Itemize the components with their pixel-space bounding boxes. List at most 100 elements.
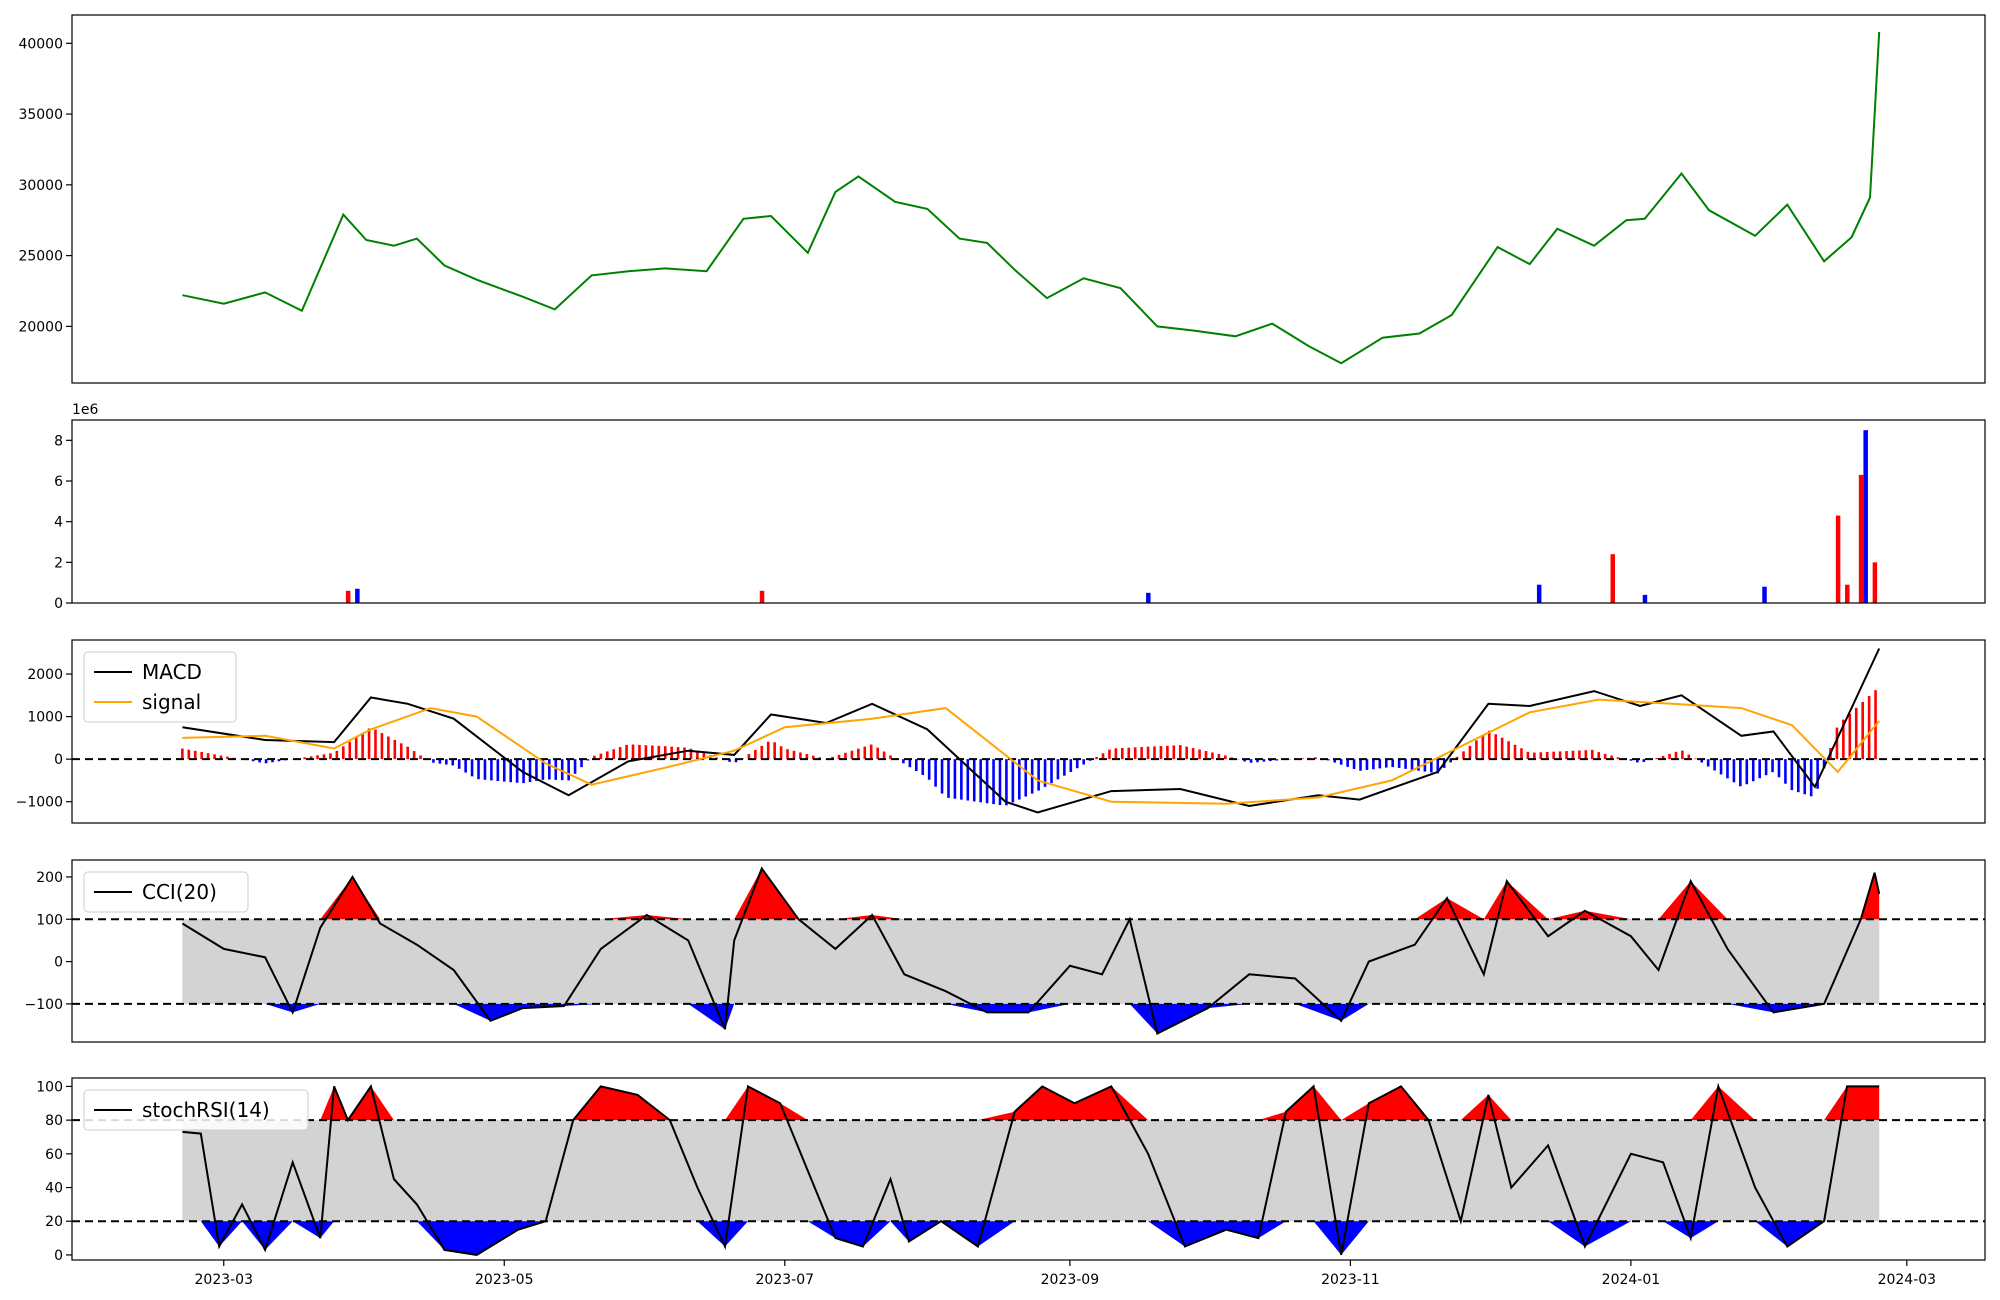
macd-histogram-bar [1224, 755, 1227, 760]
macd-histogram-bar [599, 753, 603, 760]
macd-histogram-bar [1204, 750, 1208, 760]
cci-ytick-label: 100 [36, 912, 63, 928]
macd-histogram-bar [367, 728, 371, 760]
macd-histogram-bar [560, 759, 564, 781]
macd-histogram-bar [1513, 744, 1517, 760]
stochrsi-axes-frame [71, 1077, 1986, 1261]
macd-histogram-bar [792, 750, 796, 760]
macd-histogram-bar [335, 750, 339, 760]
macd-histogram-bar [1533, 752, 1536, 760]
macd-histogram-bar [786, 749, 789, 760]
macd-histogram-bar [1693, 758, 1697, 760]
macd-histogram-bar [1069, 759, 1073, 772]
macd-histogram-bar [702, 753, 706, 760]
x-tick-label: 2024-03 [1878, 1272, 1937, 1288]
macd-histogram-bar [754, 749, 757, 760]
macd-histogram-bar [972, 759, 976, 802]
macd-histogram-bar [1114, 748, 1118, 760]
macd-histogram-bar [1198, 749, 1201, 760]
macd-histogram-bar [580, 759, 583, 768]
macd-histogram-bar [509, 759, 513, 783]
macd-histogram-bar [1365, 759, 1369, 770]
x-tick-label: 2023-05 [475, 1272, 534, 1288]
price-line [182, 31, 1881, 365]
macd-histogram-bar [831, 756, 834, 760]
macd-histogram-bar [940, 759, 944, 794]
macd-histogram-bar [1861, 701, 1864, 760]
macd-histogram-bar [1584, 750, 1588, 760]
macd-histogram-bar [348, 741, 352, 760]
macd-histogram-bar [1616, 757, 1620, 760]
macd-histogram-bar [258, 759, 261, 763]
volume-ytick-label: 6 [54, 474, 63, 490]
macd-histogram-bar [747, 754, 751, 760]
macd-histogram-bar [1095, 757, 1098, 760]
volume-bar [1762, 586, 1767, 603]
macd-histogram-bar [857, 748, 860, 760]
stochrsi-ytick-label: 60 [45, 1147, 63, 1163]
price-ytick-label: 30000 [18, 178, 63, 194]
macd-histogram-bar [799, 752, 802, 760]
macd-histogram-bar [934, 759, 937, 787]
macd-histogram-bar [1082, 759, 1085, 765]
macd-histogram-bar [1301, 758, 1304, 760]
macd-histogram-bar [251, 759, 255, 762]
cci-ytick-label: −100 [25, 997, 63, 1013]
macd-histogram-bar [1526, 751, 1530, 760]
macd-histogram-bar [1159, 746, 1163, 760]
macd-histogram-bar [1796, 759, 1800, 793]
macd-histogram-bar [1758, 759, 1761, 779]
macd-histogram-bar [1597, 752, 1601, 760]
macd-histogram-bar [1552, 751, 1555, 760]
macd-histogram-bar [193, 750, 197, 760]
macd-histogram-bar [548, 759, 551, 780]
x-tick-label: 2023-09 [1041, 1272, 1100, 1288]
macd-histogram-bar [960, 759, 963, 800]
macd-histogram-bar [1674, 751, 1678, 760]
macd-histogram-bar [412, 751, 416, 760]
volume-bar [1146, 592, 1151, 603]
macd-histogram-bar [882, 751, 886, 760]
macd-histogram-bar [187, 749, 191, 760]
macd-histogram-bar [1314, 757, 1317, 760]
macd-histogram-bar [1217, 753, 1221, 760]
macd-histogram-bar [1191, 748, 1195, 760]
macd-histogram-bar [1275, 759, 1279, 761]
macd-histogram-bar [1468, 745, 1472, 760]
macd-histogram-bar [477, 759, 480, 780]
cci-line [181, 866, 1881, 1035]
macd-histogram-bar [522, 759, 525, 784]
macd-histogram-bar [1333, 759, 1337, 763]
macd-histogram-bar [657, 745, 661, 760]
macd-histogram-bar [1848, 713, 1852, 760]
macd-histogram-bar [1436, 759, 1440, 774]
macd-histogram-bar [342, 746, 345, 760]
macd-histogram-bar [992, 759, 995, 805]
price-ytick-label: 40000 [18, 36, 63, 52]
macd-histogram-bar [1732, 759, 1736, 783]
macd-histogram-bar [1140, 747, 1143, 760]
stochrsi-legend-label: stochRSI(14) [142, 1098, 270, 1122]
macd-histogram-bar [1249, 759, 1253, 763]
macd-histogram-bar [1327, 759, 1330, 761]
cci-ytick-label: 200 [36, 870, 63, 886]
macd-histogram-bar [200, 751, 203, 760]
macd-histogram-bar [1391, 759, 1395, 768]
macd-histogram-bar [1043, 759, 1047, 787]
macd-histogram-bar [779, 746, 783, 760]
macd-histogram-bar [1127, 747, 1131, 760]
stochrsi-ytick-label: 20 [45, 1214, 63, 1230]
macd-histogram-bar [419, 755, 422, 760]
macd-histogram-bar [399, 743, 403, 760]
macd-histogram-bar [1346, 759, 1349, 767]
macd-histogram-bar [1024, 759, 1028, 797]
macd-histogram-bar [1487, 730, 1491, 760]
macd-histogram-bar [1571, 750, 1575, 760]
macd-histogram-bar [490, 759, 493, 781]
macd-histogram-bar [438, 759, 442, 764]
macd-histogram-bar [869, 744, 873, 760]
macd-histogram-bar [374, 729, 377, 760]
macd-histogram-bar [1745, 759, 1749, 785]
macd-histogram-bar [612, 749, 616, 760]
macd-histogram-bar [1507, 741, 1510, 760]
